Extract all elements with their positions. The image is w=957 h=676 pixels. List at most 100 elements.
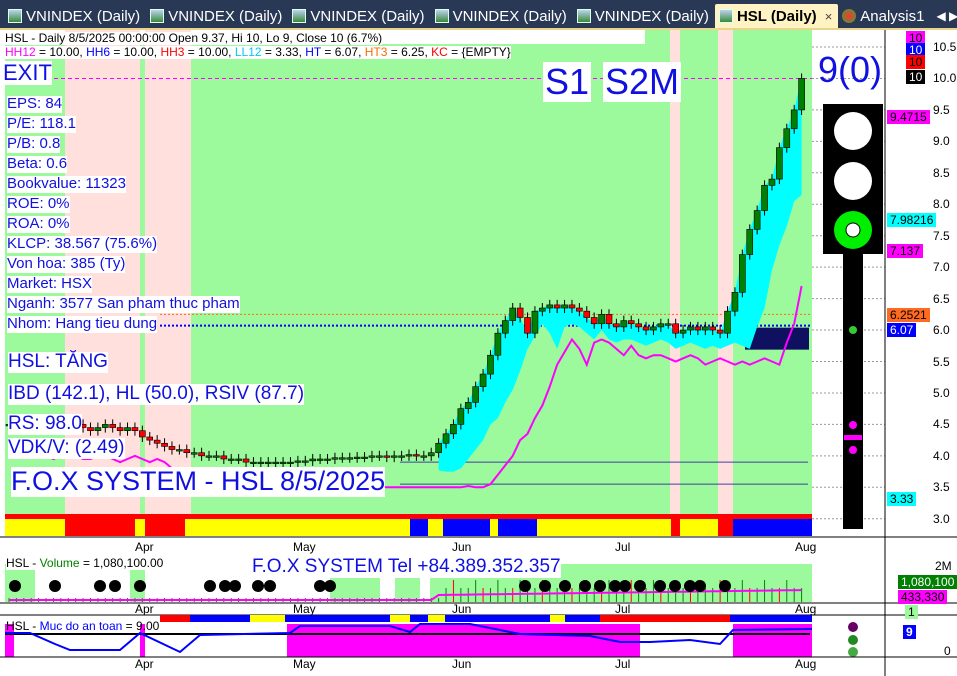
- month-label: Jun: [452, 602, 472, 616]
- tab-5[interactable]: HSL (Daily) ×: [714, 4, 839, 28]
- candle: [264, 461, 272, 464]
- volume-signal-dot: [229, 580, 241, 592]
- volume-signal-dot: [719, 580, 731, 592]
- indicator-value: = 10.00,: [110, 45, 161, 59]
- candle: [746, 229, 754, 255]
- vdk-value: VDK/V: (2.49): [8, 437, 125, 459]
- chart-icon: [292, 9, 307, 23]
- candle: [227, 458, 235, 461]
- candle: [635, 323, 642, 328]
- volume-average-line: [9, 589, 802, 601]
- indicator-key: HT: [305, 45, 322, 59]
- candle: [405, 454, 413, 457]
- volume-value: = 1,080,100.00: [79, 556, 164, 570]
- volume-signal-dot: [314, 580, 326, 592]
- trend-status: HSL: TĂNG: [8, 351, 108, 373]
- signal-count: 9(0): [818, 49, 883, 90]
- box-zone: [745, 327, 809, 350]
- fundamental-item: Market: HSX: [7, 275, 93, 293]
- volume-signal-dot: [669, 580, 681, 592]
- price-tag: 6.07: [887, 323, 917, 337]
- chart-header-line1: HSL - Daily 8/5/2025 00:00:00 Open 9.37,…: [5, 31, 383, 46]
- month-label: May: [293, 657, 316, 671]
- month-label: May: [293, 540, 316, 554]
- tab-scroll-buttons[interactable]: ◀ ▶ ▼: [936, 9, 957, 23]
- safety-value: = 9.00: [122, 619, 160, 633]
- candle: [101, 424, 109, 428]
- safety-zone: [140, 624, 145, 657]
- candle: [131, 427, 139, 431]
- month-label: Jul: [615, 657, 631, 671]
- volume-signal-dot: [694, 580, 706, 592]
- tab-0[interactable]: VNINDEX (Daily): [4, 4, 146, 28]
- tab-label: VNINDEX (Daily): [594, 7, 709, 25]
- candle: [568, 304, 576, 309]
- trailing-stop-line: [9, 285, 803, 489]
- safety-name: Muc do an toan: [39, 619, 123, 633]
- rs-value: RS: 98.0: [8, 413, 82, 435]
- month-label: Apr: [135, 540, 154, 554]
- tab-1[interactable]: VNINDEX (Daily): [146, 4, 288, 28]
- candle: [190, 452, 198, 455]
- volume-signal-dot: [684, 580, 696, 592]
- tab-3[interactable]: VNINDEX (Daily): [431, 4, 573, 28]
- tab-label: VNINDEX (Daily): [310, 7, 425, 25]
- safety-zone: [287, 624, 640, 657]
- candle: [531, 310, 539, 334]
- candle: [316, 458, 324, 461]
- candle: [553, 304, 561, 309]
- tab-6[interactable]: Analysis1: [838, 4, 930, 28]
- month-label: Apr: [135, 657, 154, 671]
- candle: [413, 454, 420, 457]
- candle: [279, 461, 287, 464]
- month-label: Aug: [795, 602, 817, 616]
- indicator-value: = 3.33,: [261, 45, 306, 59]
- candle: [287, 461, 294, 464]
- candle: [576, 307, 583, 312]
- tab-2[interactable]: VNINDEX (Daily): [288, 4, 430, 28]
- candle: [768, 178, 776, 186]
- risk-strip-segment: [5, 519, 65, 536]
- volume-title: HSL - Volume = 1,080,100.00: [6, 556, 164, 571]
- price-tick-label: 3.0: [933, 511, 950, 526]
- risk-strip-segment: [410, 519, 428, 536]
- candle: [139, 430, 146, 438]
- candle: [798, 78, 805, 111]
- safety-strip-segment: [250, 615, 285, 622]
- candle: [87, 427, 94, 431]
- price-tag: 7.137: [887, 244, 924, 258]
- legend-dot: [848, 647, 858, 657]
- price-tick-label: 10.5: [933, 40, 957, 54]
- safety-symbol: HSL: [6, 619, 29, 633]
- indicator-key: HH3: [160, 45, 185, 59]
- fundamental-item: ROE: 0%: [7, 195, 70, 213]
- chart-icon: [842, 9, 857, 23]
- ibd-hl-rsiv: IBD (142.1), HL (50.0), RSIV (87.7): [8, 383, 305, 405]
- candle: [383, 455, 391, 458]
- indicator-value: = {EMPTY}: [447, 45, 511, 59]
- price-tag: 6.2521: [887, 308, 930, 322]
- month-label: Aug: [795, 540, 817, 554]
- price-tick-label: 5.0: [933, 385, 950, 400]
- candle: [146, 436, 154, 441]
- volume-signal-dot: [134, 580, 146, 592]
- volume-signal-dot: [264, 580, 276, 592]
- risk-strip-segment: [443, 519, 490, 536]
- candle: [783, 128, 791, 148]
- tab-label: VNINDEX (Daily): [26, 7, 141, 25]
- fundamental-item: EPS: 84: [7, 95, 63, 113]
- candle: [309, 458, 317, 462]
- candle: [294, 460, 302, 463]
- close-icon[interactable]: ×: [824, 8, 833, 24]
- volume-signal-dot: [252, 580, 264, 592]
- chart-icon: [8, 9, 22, 23]
- candle: [94, 427, 102, 431]
- tab-4[interactable]: VNINDEX (Daily): [573, 4, 715, 28]
- pink-zone: [145, 30, 191, 517]
- candle: [472, 386, 479, 403]
- pink-zone: [718, 30, 733, 517]
- chart-icon: [718, 9, 733, 23]
- candle: [116, 427, 124, 431]
- price-tag: 10: [906, 70, 926, 84]
- price-chart[interactable]: [0, 30, 957, 676]
